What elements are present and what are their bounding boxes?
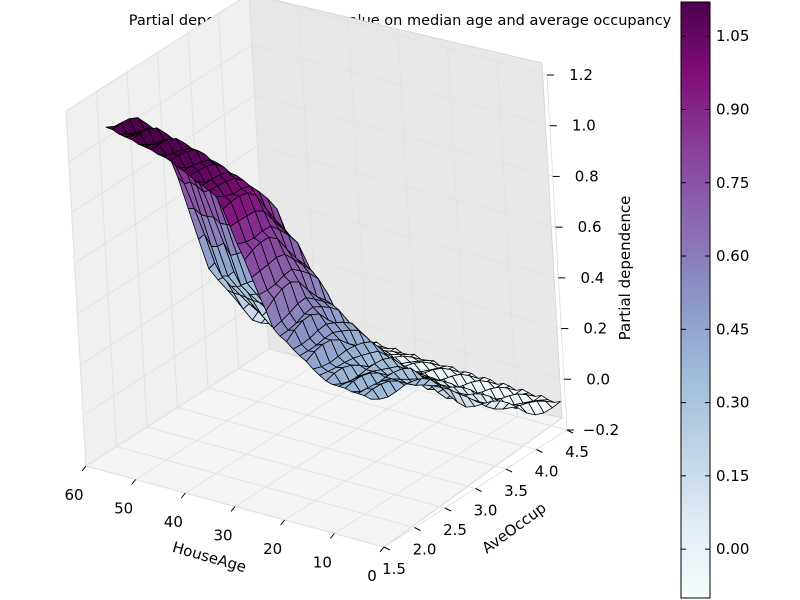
- x-tick: [180, 492, 186, 499]
- x-tick-label: 0: [367, 567, 377, 585]
- x-tick: [81, 465, 87, 472]
- x-tick: [280, 519, 286, 526]
- z-tick-label: 1.2: [569, 66, 593, 84]
- colorbar-tick-label: 0.60: [716, 247, 749, 265]
- z-tick-label: 0.8: [575, 167, 599, 185]
- y-tick-label: 1.5: [382, 560, 406, 578]
- z-tick-label: 0.2: [583, 320, 607, 338]
- grid-line: [65, 0, 548, 112]
- z-tick-label: 0.0: [586, 370, 610, 388]
- colorbar-tick-label: 0.90: [716, 100, 749, 118]
- grid-line: [207, 387, 507, 470]
- grid-line: [238, 368, 537, 450]
- colorbar-tick-label: 0.00: [716, 540, 749, 558]
- grid-line: [546, 74, 568, 431]
- colorbar-tick-label: 0.15: [716, 467, 749, 485]
- axes: 0 10 20 30 40 50 60 1.5 2.0 2.5 3.0 3.5 4.0 4.5 −0.2 0.…: [64, 66, 619, 585]
- y-tick: [475, 488, 482, 492]
- grid-line: [65, 110, 87, 467]
- x-axis-label: HouseAge: [170, 538, 248, 576]
- z-tick-label: 0.4: [580, 269, 604, 287]
- x-tick-label: 50: [114, 500, 133, 518]
- grid-line: [74, 145, 556, 264]
- colorbar: 0.00 0.15 0.30 0.45 0.60 0.75 0.90 1.05: [680, 1, 749, 599]
- x-tick-label: 40: [164, 513, 183, 531]
- z-tick-label: −0.2: [583, 421, 619, 439]
- x-tick-label: 20: [263, 540, 282, 558]
- colorbar-tick-label: 0.45: [716, 320, 749, 338]
- x-tick: [230, 506, 236, 512]
- y-tick: [536, 449, 543, 453]
- y-tick: [444, 507, 452, 512]
- y-tick-label: 2.5: [443, 521, 467, 539]
- x-tick: [329, 533, 335, 539]
- y-tick: [414, 527, 421, 531]
- y-tick: [505, 468, 513, 473]
- y-tick: [383, 546, 391, 551]
- x-tick-label: 60: [64, 486, 83, 504]
- colorbar-tick-label: 1.05: [716, 27, 749, 45]
- x-tick-label: 10: [313, 554, 332, 572]
- y-tick-label: 4.5: [565, 443, 589, 461]
- grid-line: [397, 34, 419, 390]
- grid-line: [146, 426, 446, 509]
- y-tick-label: 2.0: [413, 541, 437, 559]
- colorbar-gradient: [680, 1, 711, 599]
- grid-line: [496, 61, 518, 417]
- z-tick-label: 1.0: [572, 117, 596, 135]
- grid-line: [116, 446, 415, 528]
- surface: [105, 117, 561, 416]
- grid-line: [177, 407, 476, 489]
- colorbar-tick-label: 0.75: [716, 174, 749, 192]
- grid-line: [447, 47, 469, 404]
- y-tick-label: 3.0: [474, 502, 498, 520]
- grid-line: [347, 20, 369, 377]
- x-tick-label: 30: [213, 527, 232, 545]
- y-tick-label: 3.5: [504, 482, 528, 500]
- surface-patch: [363, 388, 380, 400]
- grid-line: [96, 91, 117, 447]
- x-tick: [379, 546, 385, 553]
- grid-line: [157, 52, 178, 408]
- colorbar-tick-label: 0.30: [716, 394, 749, 412]
- grid-line: [71, 94, 553, 213]
- x-tick: [131, 479, 137, 485]
- y-tick-label: 4.0: [535, 463, 559, 481]
- z-tick-label: 0.6: [578, 218, 602, 236]
- z-axis-label: Partial dependence: [616, 196, 634, 341]
